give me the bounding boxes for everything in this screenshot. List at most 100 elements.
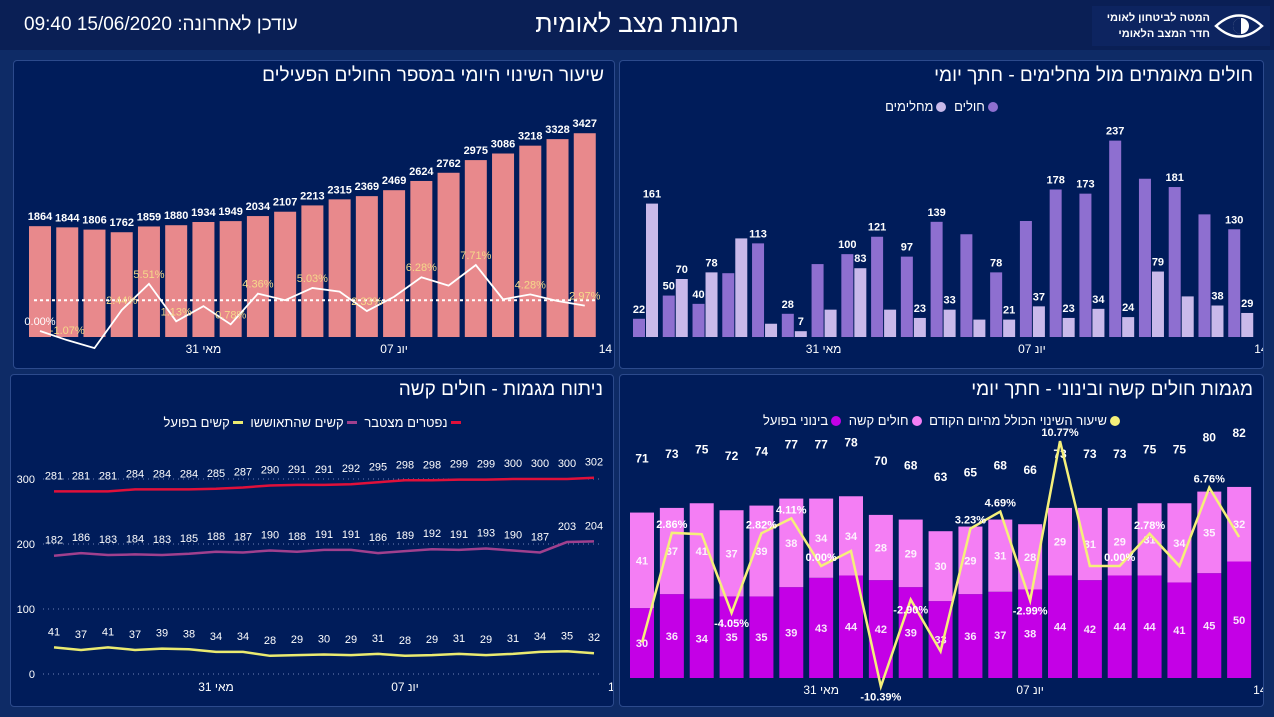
data-label: 29 — [905, 548, 917, 560]
data-label: 187 — [531, 531, 549, 543]
bar-active — [110, 232, 133, 337]
total-label: 68 — [994, 459, 1008, 473]
data-label: 191 — [315, 529, 333, 541]
legend-deaths[interactable]: נפטרים מצטבר — [364, 415, 461, 430]
data-label: 31 — [372, 633, 384, 645]
data-label: 37 — [75, 629, 87, 641]
bar-recovered — [705, 272, 718, 337]
page-title: תמונת מצב לאומית — [535, 10, 739, 38]
bar-critical — [630, 512, 654, 609]
data-label: 189 — [396, 530, 414, 542]
data-label: 295 — [369, 461, 387, 473]
legend: נפטרים מצטבר קשים שהתאוששו קשים בפועל — [11, 415, 613, 430]
bar-critical — [1077, 507, 1102, 581]
data-label: 192 — [423, 528, 441, 540]
bar-critical — [868, 514, 893, 581]
data-label: 41 — [636, 555, 648, 567]
data-label: 2762 — [436, 158, 460, 170]
bar-recovered — [1211, 305, 1224, 337]
data-label: 50 — [1233, 615, 1245, 627]
data-label: 39 — [755, 546, 767, 558]
bar-critical — [749, 505, 774, 597]
y-tick-label: 200 — [17, 539, 35, 551]
data-label: 299 — [450, 459, 468, 471]
bar-active — [355, 196, 378, 337]
change-label: 0.00% — [1104, 552, 1135, 564]
data-label: 37 — [129, 629, 141, 641]
bar-recovered — [765, 323, 778, 337]
legend-change-rate[interactable]: שיעור השינוי הכולל מהיום הקודם — [929, 413, 1121, 428]
data-label: 34 — [237, 631, 249, 643]
change-line — [640, 440, 1241, 692]
bar-confirmed — [1019, 221, 1032, 337]
data-label: 28 — [875, 543, 887, 555]
bar-active — [29, 226, 51, 337]
data-label: 34 — [815, 533, 828, 545]
x-tick-label: יונ 14 — [1254, 342, 1263, 356]
data-label: 30 — [636, 638, 648, 650]
x-tick-label: יונ 07 — [380, 342, 408, 356]
chart-severe-moderate[interactable]: 30 41 71 36 37 73 34 41 75 35 37 72 35 39 74 39 38 77 43 34… — [620, 375, 1263, 706]
data-label: 3218 — [518, 131, 542, 143]
data-label: 291 — [288, 464, 306, 476]
y-tick-label: 300 — [17, 474, 35, 486]
total-label: 78 — [844, 435, 858, 449]
data-label: 37 — [1033, 291, 1045, 303]
legend-ventilated[interactable]: קשים שהתאוששו — [250, 415, 357, 430]
data-label: 36 — [666, 631, 678, 643]
eye-icon — [1214, 14, 1264, 38]
total-label: 80 — [1203, 431, 1217, 445]
bar-critical — [839, 496, 863, 576]
rate-label: 0.78% — [215, 309, 246, 321]
bar-confirmed — [1198, 214, 1211, 337]
bar-active — [246, 216, 269, 337]
chart-active-daily-change[interactable]: 1864 1844 1806 1762 1859 1880 1934 1949 2034 2107… — [14, 61, 614, 368]
legend-moderate[interactable]: בינוני בפועל — [763, 413, 842, 428]
bar-critical — [689, 503, 714, 599]
x-tick-label: יונ 07 — [391, 680, 419, 694]
bar-active — [56, 227, 79, 337]
rate-label: 5.51% — [133, 269, 164, 281]
bar-moderate — [1227, 561, 1252, 678]
legend-severe[interactable]: קשים בפועל — [164, 415, 243, 430]
total-label: 75 — [695, 442, 709, 456]
data-label: 181 — [1166, 172, 1184, 184]
bar-moderate — [749, 596, 774, 678]
data-label: 31 — [1143, 534, 1155, 546]
data-label: 39 — [156, 628, 168, 640]
data-label: 190 — [504, 530, 522, 542]
bar-confirmed — [692, 303, 705, 337]
y-tick-label: 0 — [29, 669, 35, 681]
total-label: 73 — [1113, 447, 1127, 461]
legend-confirmed[interactable]: חולים — [954, 99, 998, 114]
total-label: 77 — [814, 438, 828, 452]
data-label: 300 — [504, 458, 522, 470]
legend-critical[interactable]: חולים קשה — [849, 413, 922, 428]
data-label: 41 — [1173, 625, 1185, 637]
bar-active — [519, 145, 542, 337]
data-label: 1934 — [191, 207, 216, 219]
legend-recovered[interactable]: מחלימים — [885, 99, 947, 114]
data-label: 2213 — [300, 190, 324, 202]
bar-active — [383, 190, 406, 337]
data-label: 83 — [854, 253, 866, 265]
data-label: 35 — [1203, 527, 1215, 539]
bar-recovered — [913, 317, 926, 337]
data-label: 44 — [1114, 622, 1127, 634]
bar-recovered — [675, 279, 688, 337]
data-label: 79 — [1152, 257, 1164, 269]
data-label: 30 — [318, 634, 330, 646]
data-label: 284 — [153, 468, 171, 480]
bar-confirmed — [1138, 178, 1151, 337]
data-label: 299 — [477, 459, 495, 471]
bar-critical — [659, 507, 684, 595]
data-label: 37 — [666, 546, 678, 558]
data-label: 300 — [558, 458, 576, 470]
series-line — [53, 540, 595, 557]
data-label: 100 — [838, 239, 856, 251]
bar-confirmed — [1228, 229, 1241, 337]
data-label: 78 — [705, 257, 717, 269]
panel-title: חולים מאומתים מול מחלימים - חתך יומי — [934, 65, 1253, 86]
